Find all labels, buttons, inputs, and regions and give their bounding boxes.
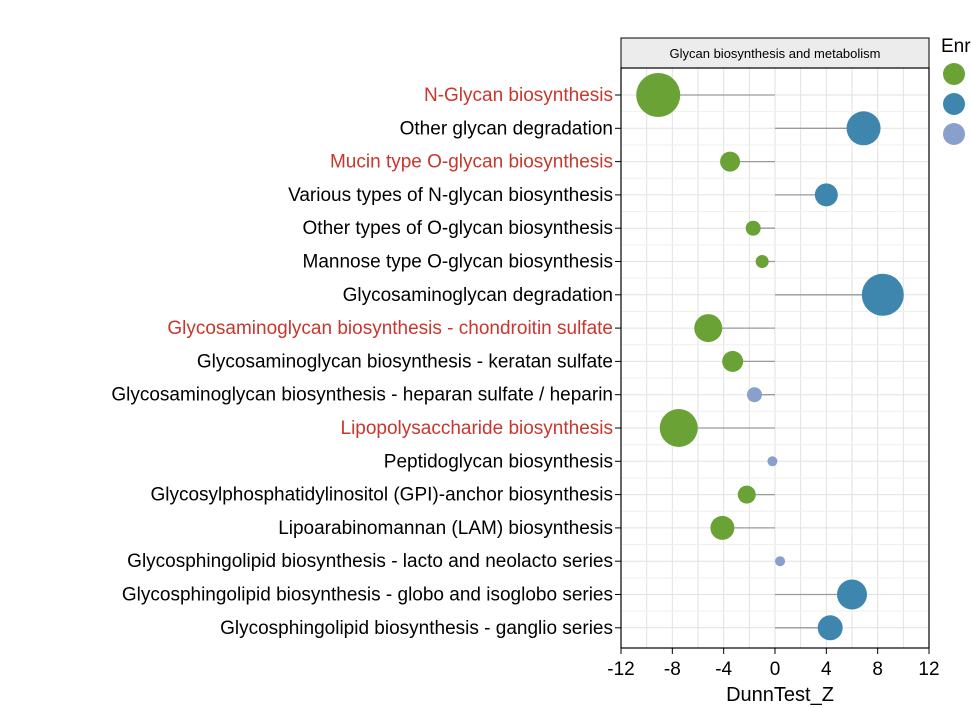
x-tick-label: -8 <box>664 659 681 680</box>
legend-swatch <box>943 63 965 85</box>
category-label: Glycosylphosphatidylinositol (GPI)-ancho… <box>150 485 613 506</box>
legend-swatch <box>943 123 965 145</box>
x-axis: -12 -8 -4 0 4 8 12 <box>607 648 940 680</box>
data-point <box>720 151 741 172</box>
category-label: Lipopolysaccharide biosynthesis <box>341 418 614 439</box>
data-point <box>694 314 723 343</box>
data-point <box>767 456 778 467</box>
category-label: Various types of N-glycan biosynthesis <box>288 185 613 206</box>
category-label: Mannose type O-glycan biosynthesis <box>303 252 614 273</box>
data-point <box>846 111 881 146</box>
category-label: Glycosphingolipid biosynthesis - globo a… <box>122 585 613 606</box>
data-point <box>861 273 904 316</box>
category-label: Peptidoglycan biosynthesis <box>384 451 613 472</box>
category-label: Lipoarabinomannan (LAM) biosynthesis <box>278 518 613 539</box>
strip-box <box>620 37 930 69</box>
category-label: Other glycan degradation <box>400 118 613 139</box>
x-tick-label: 8 <box>872 659 883 680</box>
x-tick-label: -12 <box>607 659 634 680</box>
x-tick-label: 12 <box>918 659 939 680</box>
data-point <box>746 387 762 403</box>
data-point <box>817 615 843 641</box>
category-label: N-Glycan biosynthesis <box>424 85 613 106</box>
data-point <box>710 515 735 540</box>
category-label: Glycosphingolipid biosynthesis - ganglio… <box>220 618 613 639</box>
strip-title: Glycan biosynthesis and metabolism <box>670 46 881 61</box>
category-label: Glycosaminoglycan degradation <box>343 285 613 306</box>
x-tick-label: 0 <box>770 659 781 680</box>
points <box>636 73 904 641</box>
data-point <box>737 485 756 504</box>
data-point <box>814 183 838 207</box>
data-point <box>636 73 681 117</box>
legend <box>943 63 965 145</box>
category-label: Glycosaminoglycan biosynthesis - keratan… <box>197 351 613 372</box>
data-point <box>775 556 786 567</box>
data-point <box>755 255 769 268</box>
x-tick-label: -4 <box>715 659 732 680</box>
category-label: Glycosphingolipid biosynthesis - lacto a… <box>127 551 613 572</box>
data-point <box>659 409 698 447</box>
category-labels: N-Glycan biosynthesis Other glycan degrad… <box>111 85 621 639</box>
category-label: Mucin type O-glycan biosynthesis <box>330 152 613 173</box>
x-tick-label: 4 <box>821 659 832 680</box>
data-point <box>837 579 867 610</box>
data-point <box>722 350 744 372</box>
legend-swatch <box>943 93 965 115</box>
x-axis-title: DunnTest_Z <box>726 684 834 706</box>
data-point <box>745 220 761 236</box>
category-label: Glycosaminoglycan biosynthesis - chondro… <box>167 318 613 339</box>
category-label: Glycosaminoglycan biosynthesis - heparan… <box>111 385 613 406</box>
legend-title: Enr <box>941 36 971 57</box>
category-label: Other types of O-glycan biosynthesis <box>303 218 613 239</box>
